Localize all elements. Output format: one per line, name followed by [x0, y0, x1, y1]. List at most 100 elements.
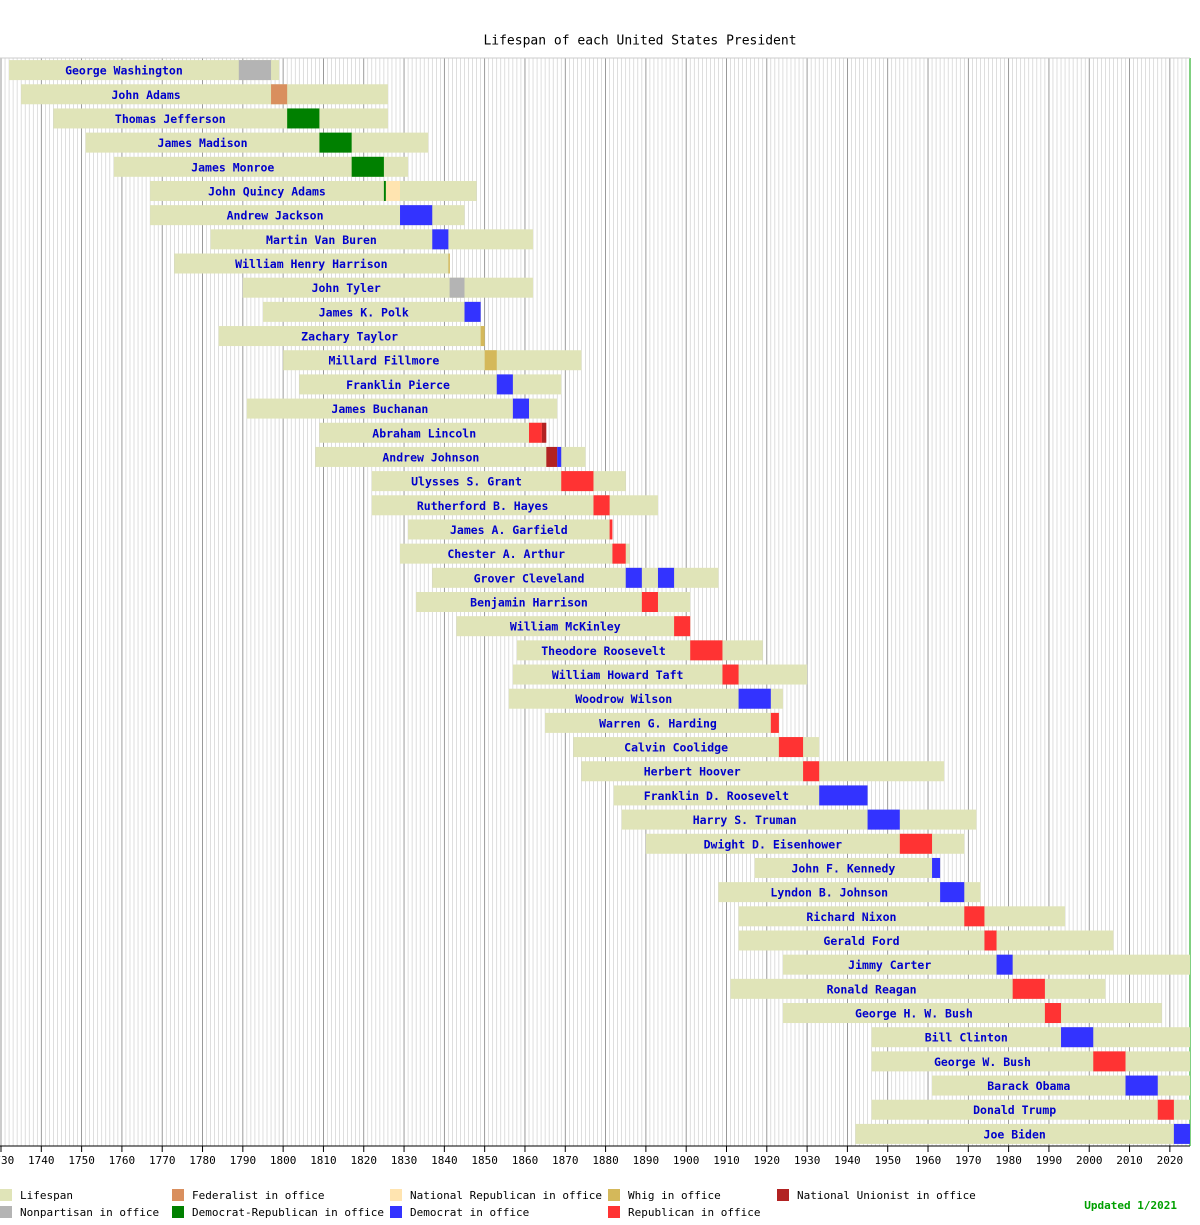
president-name: James A. Garfield [450, 523, 568, 537]
legend-label: Lifespan [20, 1189, 73, 1202]
x-tick-label: 1970 [955, 1154, 982, 1167]
president-name: Millard Fillmore [329, 354, 440, 368]
lifespan-bar [782, 1003, 1162, 1024]
term-bar [449, 277, 465, 298]
term-bar [496, 374, 513, 395]
x-tick-label: 1820 [350, 1154, 377, 1167]
term-bar [1125, 1075, 1158, 1096]
president-name: Calvin Coolidge [624, 741, 728, 755]
lifespan-bar [210, 229, 534, 250]
lifespan-bar [416, 592, 691, 612]
x-tick-label: 2020 [1157, 1154, 1184, 1167]
x-tick-label: 1870 [552, 1154, 579, 1167]
term-bar [1061, 1027, 1094, 1048]
legend-swatch [390, 1206, 402, 1218]
x-tick-label: 2000 [1076, 1154, 1103, 1167]
x-tick-label: 1850 [471, 1154, 498, 1167]
term-bar [940, 882, 965, 903]
lifespan-bar [315, 446, 586, 467]
term-bar [738, 688, 771, 709]
lifespan-bar [871, 1099, 1190, 1120]
x-tick-label: 1830 [391, 1154, 418, 1167]
term-bar [484, 350, 497, 371]
president-name: Benjamin Harrison [470, 596, 588, 610]
president-name: Chester A. Arthur [447, 547, 565, 561]
lifespan-bar [150, 205, 465, 226]
term-bar [448, 253, 450, 274]
president-name: Theodore Roosevelt [541, 644, 666, 658]
lifespan-bar [85, 132, 429, 153]
president-name: Warren G. Harding [599, 716, 717, 730]
x-tick-label: 1810 [310, 1154, 337, 1167]
term-bar [722, 664, 739, 685]
lifespan-bar [174, 253, 449, 274]
lifespan-bar [371, 495, 658, 516]
term-bar [546, 446, 558, 467]
term-bar [690, 640, 723, 661]
president-name: William Henry Harrison [235, 257, 387, 271]
lifespan-bar [581, 761, 945, 782]
x-tick-label: 1800 [270, 1154, 297, 1167]
president-name: James K. Polk [319, 305, 409, 319]
legend-swatch [608, 1189, 620, 1201]
president-name: Harry S. Truman [693, 813, 797, 827]
term-bar [464, 301, 481, 322]
x-tick-label: 1950 [874, 1154, 901, 1167]
president-name: Herbert Hoover [644, 765, 741, 779]
x-tick-label: 1940 [834, 1154, 861, 1167]
president-name: William McKinley [510, 620, 621, 634]
term-bar [541, 422, 547, 443]
term-bar [557, 446, 562, 467]
lifespan-bar [754, 857, 941, 878]
lifespan-bar [738, 906, 1066, 927]
term-bar [867, 809, 900, 830]
president-name: Zachary Taylor [301, 330, 398, 344]
president-name: Jimmy Carter [848, 958, 931, 972]
president-name: Ronald Reagan [827, 982, 917, 996]
term-bar [351, 156, 384, 177]
lifespan-bar [9, 60, 280, 81]
x-tick-label: 1980 [995, 1154, 1022, 1167]
legend-swatch [777, 1189, 789, 1201]
term-bar [561, 471, 594, 492]
x-tick-label: 1730 [0, 1154, 14, 1167]
term-bar [1157, 1099, 1174, 1120]
lifespan-bar [621, 809, 977, 830]
x-tick-label: 1880 [592, 1154, 619, 1167]
lifespan-bar [21, 84, 388, 105]
legend-label: Nonpartisan in office [20, 1206, 159, 1219]
term-bar [593, 495, 610, 516]
x-tick-label: 1930 [794, 1154, 821, 1167]
x-tick-label: 1920 [754, 1154, 781, 1167]
lifespan-bar [871, 1027, 1190, 1048]
legend-swatch [608, 1206, 620, 1218]
term-bar [528, 422, 542, 443]
x-tick-label: 1860 [512, 1154, 539, 1167]
term-bar [1012, 978, 1045, 999]
update-note: Updated 1/2021 [1084, 1199, 1177, 1212]
term-bar [238, 60, 272, 81]
president-name: Woodrow Wilson [575, 692, 672, 706]
term-bar [612, 543, 626, 564]
legend-label: Whig in office [628, 1189, 721, 1202]
legend-swatch [172, 1206, 184, 1218]
lifespan-bar [613, 785, 868, 806]
legend-label: Democrat-Republican in office [192, 1206, 384, 1219]
term-bar [803, 761, 820, 782]
term-bar [674, 616, 691, 637]
president-name: George W. Bush [934, 1055, 1031, 1069]
lifespan-bar [319, 422, 546, 443]
president-name: Abraham Lincoln [372, 426, 476, 440]
x-tick-label: 1840 [431, 1154, 458, 1167]
president-name: Ulysses S. Grant [411, 475, 522, 489]
term-bar [964, 906, 985, 927]
term-bar [609, 519, 613, 540]
lifespan-bar [738, 930, 1114, 951]
president-name: Donald Trump [973, 1103, 1056, 1117]
x-tick-label: 1780 [189, 1154, 216, 1167]
lifespan-bar [456, 616, 691, 637]
president-name: Lyndon B. Johnson [770, 886, 888, 900]
lifespan-bar [218, 326, 485, 347]
lifespan-bar [782, 954, 1190, 975]
